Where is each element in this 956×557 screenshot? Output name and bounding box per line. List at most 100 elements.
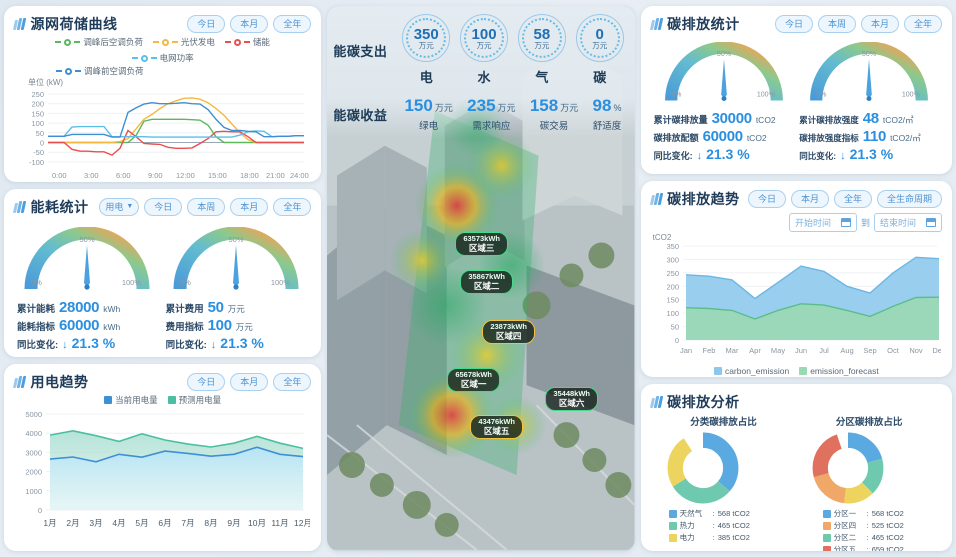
panel-carbon-trend: 碳排放趋势 今日 本月 全年 全生命周期 开始时间 到 结束时间: [640, 181, 952, 377]
right-column: 碳排放统计 今日 本周 本月 全年 50% 0%: [640, 6, 952, 551]
btn-week[interactable]: 本周: [187, 198, 226, 216]
legend-item[interactable]: 调峰后空调负荷: [55, 36, 143, 48]
expense-cell[interactable]: 58 万元 气: [517, 14, 566, 86]
legend-item[interactable]: 当前用电量: [104, 394, 158, 406]
legend-label: 预测用电量: [178, 395, 222, 405]
btn-month[interactable]: 本月: [230, 198, 269, 216]
btn-today[interactable]: 今日: [187, 15, 226, 33]
income-cell[interactable]: 98% 舒适度: [593, 96, 622, 132]
legend-item[interactable]: emission_forecast: [799, 366, 879, 376]
zone-tag[interactable]: 35448kWh 区域六: [545, 387, 599, 412]
change-label: 同比变化:: [799, 151, 837, 161]
svg-text:6月: 6月: [158, 518, 171, 528]
legend-item[interactable]: 热力:465 tCO2: [668, 520, 762, 531]
svg-text:1000: 1000: [25, 487, 42, 496]
btn-lifecycle[interactable]: 全生命周期: [876, 190, 942, 208]
svg-text:12:00: 12:00: [176, 171, 195, 180]
legend-label: 储能: [252, 37, 270, 47]
legend-item[interactable]: 电力:385 tCO2: [668, 532, 762, 543]
btn-year[interactable]: 全年: [903, 15, 942, 33]
btn-today[interactable]: 今日: [774, 15, 813, 33]
svg-text:0: 0: [40, 139, 44, 148]
expense-cell[interactable]: 350 万元 电: [402, 14, 451, 86]
readout-key: 能耗指标: [16, 322, 55, 333]
zone-tag[interactable]: 23873kWh 区域四: [482, 320, 536, 345]
svg-text:Apr: Apr: [749, 346, 761, 355]
btn-week[interactable]: 本周: [817, 15, 856, 33]
btn-today[interactable]: 今日: [144, 198, 183, 216]
btn-month[interactable]: 本月: [230, 15, 269, 33]
legend-item[interactable]: 分区二:465 tCO2: [822, 532, 916, 543]
legend-label: emission_forecast: [810, 366, 879, 376]
legend-item[interactable]: 分区一:568 tCO2: [822, 508, 916, 519]
zone-tag[interactable]: 43476kWh 区域五: [470, 415, 524, 440]
readout-key: 累计碳排放强度: [799, 115, 859, 125]
title-bars-icon: [12, 376, 26, 388]
btn-year[interactable]: 全年: [833, 190, 872, 208]
svg-text:2月: 2月: [66, 518, 79, 528]
chart-legend: carbon_emission emission_forecast: [651, 366, 942, 376]
legend-item[interactable]: 分区五:659 tCO2: [822, 544, 916, 551]
svg-text:2000: 2000: [25, 468, 42, 477]
metric-unit: 万元: [560, 103, 579, 113]
expense-cell[interactable]: 100 万元 水: [460, 14, 509, 86]
donut-group: 分类碳排放占比 天然气:568 tCO2 热力:465 tCO2 电力:385 …: [651, 414, 942, 551]
expense-cell[interactable]: 0 万元 碳: [575, 14, 624, 86]
gauge-min-label: 0%: [816, 92, 827, 99]
x-tick-labels: 1月 2月 3月 4月 5月 6月 7月 8月 9月 10月 11月 12月: [43, 518, 310, 528]
btn-today[interactable]: 今日: [747, 190, 786, 208]
income-cell[interactable]: 150 万元 绿电: [404, 96, 452, 132]
readout-value: 60000: [58, 317, 100, 334]
readout-row: 累计碳排放强度 48 tCO2/㎡: [799, 110, 939, 127]
btn-year[interactable]: 全年: [273, 15, 312, 33]
title-bars-icon: [12, 18, 26, 30]
legend-item[interactable]: 天然气:568 tCO2: [668, 508, 762, 519]
zone-tag[interactable]: 63573kWh 区域三: [455, 232, 509, 257]
metric-caption: 舒适度: [592, 121, 622, 132]
legend-item[interactable]: 调峰前空调负荷: [56, 65, 144, 77]
building-3d-view[interactable]: 能碳支出 350 万元 电 100 万元 水: [327, 6, 635, 551]
svg-text:18:00: 18:00: [240, 171, 259, 180]
title-wrap: 碳排放分析: [649, 392, 942, 412]
start-date-input[interactable]: 开始时间: [788, 213, 857, 232]
slice-zone-1: [812, 432, 884, 504]
btn-month[interactable]: 本月: [860, 15, 899, 33]
legend-value: 568 tCO2: [717, 509, 750, 518]
btn-today[interactable]: 今日: [187, 373, 226, 391]
legend-item[interactable]: 储能: [224, 36, 270, 48]
metric-caption: 绿电: [419, 121, 439, 132]
energy-type-select[interactable]: 用电 ▼: [99, 198, 140, 216]
change-value: 21.3 %: [220, 335, 264, 351]
arrow-down-icon: ↓: [696, 150, 703, 162]
btn-year[interactable]: 全年: [273, 373, 312, 391]
zone-tag[interactable]: 65678kWh 区域一: [447, 368, 501, 393]
btn-year[interactable]: 全年: [273, 198, 312, 216]
range-buttons: 今日 本月 全年 全生命周期: [747, 190, 942, 208]
expense-row: 能碳支出 350 万元 电 100 万元 水: [327, 14, 634, 86]
y-tick-labels: 250 200 150 100 50 0 -50 -100: [29, 90, 44, 167]
slice-zone-3: [812, 432, 884, 504]
btn-month[interactable]: 本月: [790, 190, 829, 208]
gauge-arc: 50% 0% 100%: [664, 42, 783, 102]
center-column: 能碳支出 350 万元 电 100 万元 水: [327, 6, 635, 551]
legend-item[interactable]: 分区四:525 tCO2: [822, 520, 916, 531]
chart-legend: 调峰后空调负荷 光伏发电 储能 电网功率: [14, 36, 311, 64]
legend-item[interactable]: 预测用电量: [167, 394, 222, 406]
legend-item[interactable]: 电网功率: [131, 52, 194, 64]
legend-item[interactable]: carbon_emission: [713, 366, 789, 376]
zone-value: 35448kWh: [553, 389, 591, 398]
end-date-input[interactable]: 结束时间: [873, 213, 942, 232]
zone-tag[interactable]: 35867kWh 区域二: [460, 270, 514, 295]
income-cell[interactable]: 235 万元 需求响应: [467, 96, 515, 132]
metric-caption: 碳: [593, 70, 607, 85]
btn-month[interactable]: 本月: [230, 373, 269, 391]
donut-chart-category[interactable]: [651, 430, 755, 506]
date-range-separator: 到: [860, 218, 870, 228]
income-cell[interactable]: 158 万元 碳交易: [530, 96, 578, 132]
range-buttons: 今日 本月 全年: [187, 373, 312, 391]
donut-chart-zone[interactable]: [796, 430, 900, 506]
arrow-down-icon: ↓: [210, 339, 217, 351]
gauge-readouts: 累计碳排放量 30000 tCO2 碳排放配额 60000 tCO2 同比变化:…: [654, 110, 794, 162]
gauge-max-label: 100%: [756, 92, 775, 99]
legend-item[interactable]: 光伏发电: [152, 36, 215, 48]
